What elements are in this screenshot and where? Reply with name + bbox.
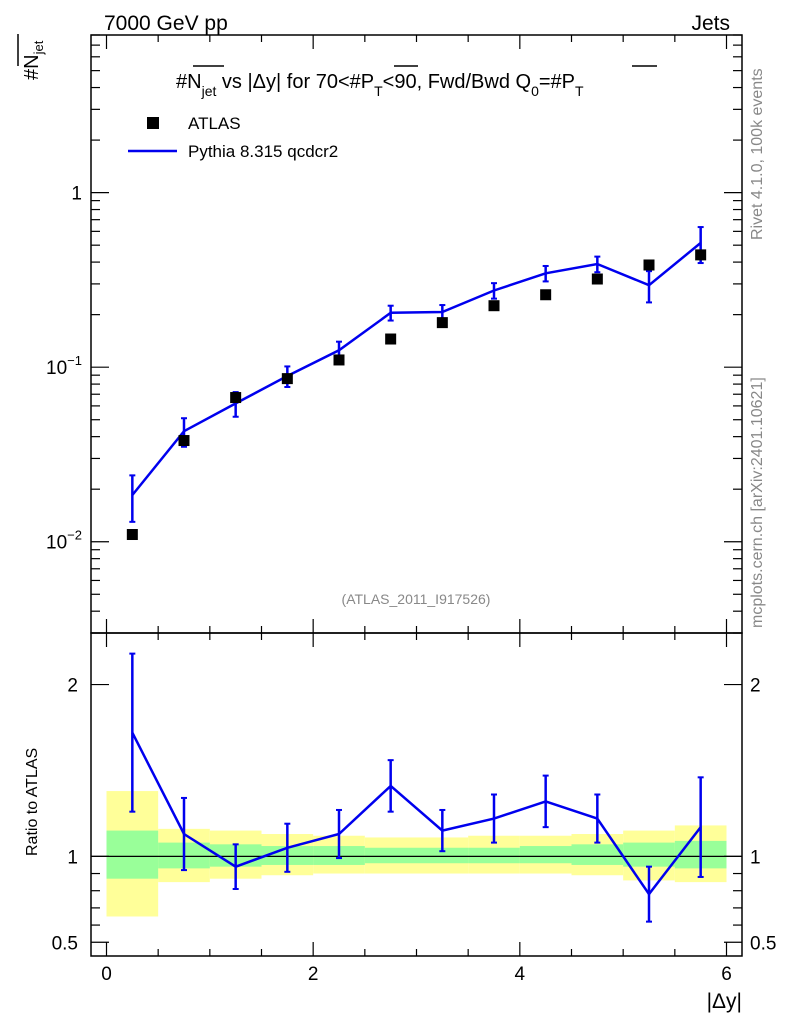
title-sub-t1: T — [374, 83, 383, 99]
data-point — [695, 249, 707, 261]
y-tick-label: 10−2 — [46, 528, 82, 554]
band-inner — [519, 846, 572, 864]
data-point — [178, 435, 190, 447]
data-point — [436, 317, 448, 329]
main-plot — [126, 226, 707, 541]
data-point — [230, 392, 242, 404]
rivet-label: Rivet 4.1.0, 100k events — [749, 68, 766, 240]
plot-title: #Njet vs |Δy| for 70<#PT<90, Fwd/Bwd Q0=… — [176, 65, 657, 99]
ratio-plot — [91, 652, 742, 923]
mc-line — [131, 241, 702, 496]
band-inner — [571, 844, 624, 865]
legend-atlas-label: ATLAS — [188, 114, 241, 133]
title-sub-jet: jet — [201, 83, 217, 99]
title-sub-0: 0 — [531, 83, 539, 99]
ratio-y-tick-label-left: 0.5 — [52, 933, 78, 954]
title-p1: P — [361, 71, 374, 93]
title-sub-t2: T — [575, 83, 584, 99]
header-right: Jets — [691, 12, 730, 35]
watermark: (ATLAS_2011_I917526) — [342, 591, 491, 607]
ylabel-hash: # — [21, 68, 43, 80]
data-point — [488, 300, 500, 312]
data-point — [591, 273, 603, 285]
x-tick-label: 4 — [515, 964, 526, 985]
y-tick-label: 1 — [71, 184, 82, 205]
ratio-ylabel: Ratio to ATLAS — [24, 748, 41, 856]
band-inner — [364, 847, 417, 864]
ratio-y-tick-label-right: 1 — [750, 847, 761, 868]
ratio-y-tick-label-right: 0.5 — [750, 933, 776, 954]
band-inner — [468, 847, 520, 864]
data-point — [540, 289, 552, 301]
x-axis-label: |Δy| — [707, 990, 742, 1013]
ratio-y-tick-label-left: 1 — [67, 847, 78, 868]
band-inner — [623, 842, 675, 867]
data-point — [281, 373, 293, 385]
x-tick-label: 6 — [721, 964, 732, 985]
title-hash1: # — [176, 71, 188, 93]
ylabel-sub: jet — [31, 40, 46, 55]
svg-text:#Njet vs |Δy| for 70<#PT<90, F: #Njet vs |Δy| for 70<#PT<90, Fwd/Bwd Q0=… — [176, 71, 584, 99]
title-mid: vs |Δy| for 70<# — [216, 71, 361, 93]
ratio-frame — [90, 632, 743, 957]
data-point — [643, 259, 655, 271]
band-inner — [416, 847, 469, 864]
data-point — [126, 529, 138, 541]
title-mid2: <90, Fwd/Bwd Q — [383, 71, 531, 93]
x-tick-label: 0 — [101, 964, 112, 985]
legend: ATLAS Pythia 8.315 qcdcr2 — [128, 114, 338, 161]
main-ylabel: #Njet — [17, 34, 46, 80]
title-n: N — [187, 71, 201, 93]
mcplots-label: mcplots.cern.ch [arXiv:2401.10621] — [749, 377, 766, 628]
legend-atlas-marker — [147, 117, 159, 129]
data-point — [333, 354, 345, 366]
ylabel-n: N — [21, 54, 43, 68]
ratio-y-tick-label-left: 2 — [67, 676, 78, 697]
ratio-mc-line — [131, 732, 702, 897]
y-tick-label: 10−1 — [46, 353, 82, 379]
header-left: 7000 GeV pp — [104, 12, 228, 35]
band-inner — [106, 830, 159, 879]
axis-ticks: 0 2 4 6 10−2 10−1 1 0.5 0.5 1 1 2 2 — [46, 34, 776, 985]
data-point — [385, 333, 397, 345]
title-p2: P — [562, 71, 575, 93]
svg-text:#Njet: #Njet — [21, 40, 46, 80]
x-tick-label: 2 — [308, 964, 319, 985]
legend-mc-label: Pythia 8.315 qcdcr2 — [188, 142, 338, 161]
ratio-y-tick-label-right: 2 — [750, 676, 761, 697]
title-eq: =# — [539, 71, 563, 93]
